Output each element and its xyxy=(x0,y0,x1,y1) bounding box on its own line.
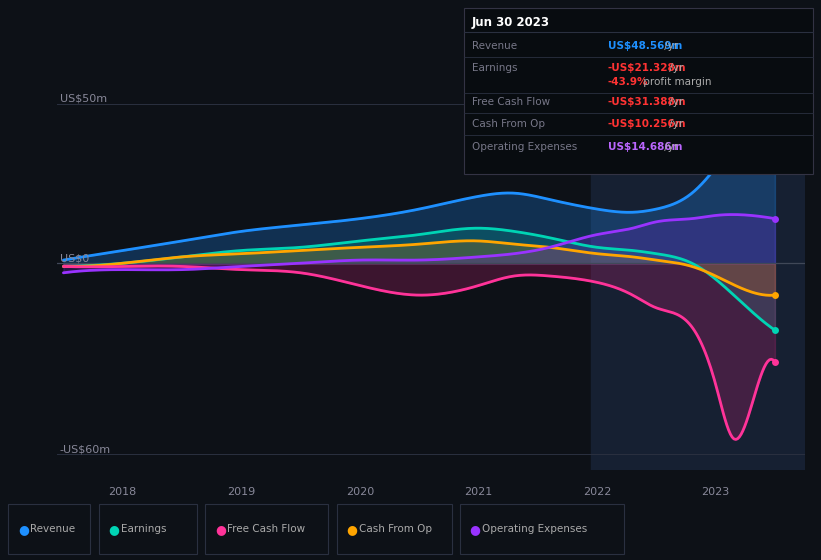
Text: -US$10.256m: -US$10.256m xyxy=(608,119,686,129)
Text: Operating Expenses: Operating Expenses xyxy=(482,524,587,534)
Text: /yr: /yr xyxy=(661,41,678,51)
Bar xyxy=(591,78,805,470)
Text: -US$31.388m: -US$31.388m xyxy=(608,97,686,107)
Text: US$14.686m: US$14.686m xyxy=(608,142,682,152)
Text: Cash From Op: Cash From Op xyxy=(472,119,545,129)
Text: -43.9%: -43.9% xyxy=(608,77,648,87)
Text: ●: ● xyxy=(108,522,119,536)
Text: /yr: /yr xyxy=(661,142,678,152)
Text: Free Cash Flow: Free Cash Flow xyxy=(472,97,550,107)
Text: /yr: /yr xyxy=(667,63,684,73)
Text: Jun 30 2023: Jun 30 2023 xyxy=(472,16,550,29)
Text: ●: ● xyxy=(346,522,357,536)
Text: ●: ● xyxy=(470,522,480,536)
Text: Operating Expenses: Operating Expenses xyxy=(472,142,577,152)
Text: 2021: 2021 xyxy=(465,487,493,497)
Text: 2022: 2022 xyxy=(583,487,612,497)
Text: 2023: 2023 xyxy=(701,487,730,497)
Text: Revenue: Revenue xyxy=(472,41,517,51)
Text: /yr: /yr xyxy=(667,119,684,129)
Text: Earnings: Earnings xyxy=(472,63,517,73)
Text: profit margin: profit margin xyxy=(640,77,711,87)
Text: ●: ● xyxy=(215,522,226,536)
Text: -US$60m: -US$60m xyxy=(60,445,111,455)
Text: 2019: 2019 xyxy=(227,487,255,497)
Text: Cash From Op: Cash From Op xyxy=(359,524,432,534)
Text: Free Cash Flow: Free Cash Flow xyxy=(227,524,305,534)
Text: Earnings: Earnings xyxy=(121,524,166,534)
Text: Revenue: Revenue xyxy=(30,524,76,534)
Text: /yr: /yr xyxy=(667,97,684,107)
Text: 2018: 2018 xyxy=(108,487,137,497)
Text: -US$21.328m: -US$21.328m xyxy=(608,63,686,73)
Text: 2020: 2020 xyxy=(346,487,374,497)
Text: US$0: US$0 xyxy=(60,253,89,263)
Text: US$50m: US$50m xyxy=(60,94,107,104)
Text: ●: ● xyxy=(18,522,29,536)
Text: US$48.569m: US$48.569m xyxy=(608,41,682,51)
